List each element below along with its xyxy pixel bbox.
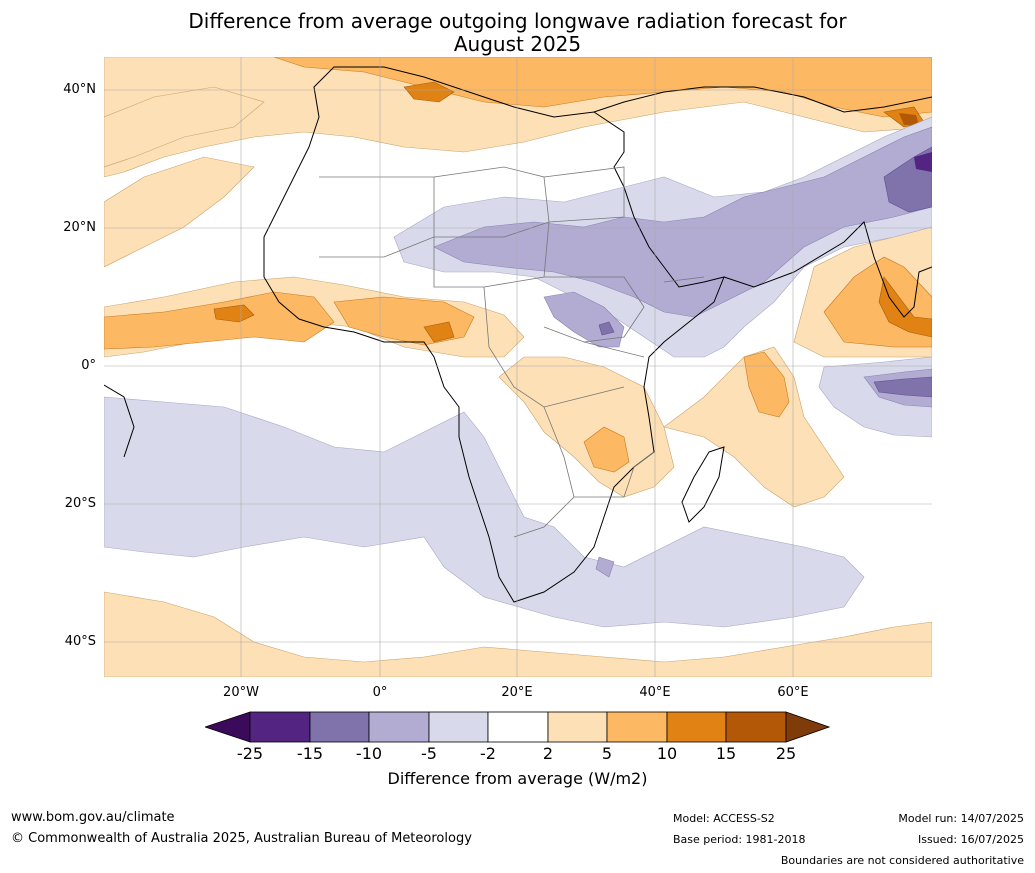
footer-model: Model: ACCESS-S2 bbox=[673, 812, 775, 825]
colorbar-tick: -15 bbox=[296, 744, 324, 763]
footer-copyright: © Commonwealth of Australia 2025, Austra… bbox=[11, 831, 472, 846]
colorbar-bin-n25-n15 bbox=[249, 711, 311, 743]
colorbar-extend-low bbox=[205, 711, 251, 743]
lat-label-40n: 40°N bbox=[63, 82, 96, 97]
colorbar-tick: 15 bbox=[715, 744, 737, 763]
colorbar-tick: -10 bbox=[355, 744, 383, 763]
colorbar bbox=[205, 711, 830, 743]
colorbar-bin-n5-n2 bbox=[428, 711, 489, 743]
anomaly-fill-15-25 bbox=[899, 113, 919, 125]
colorbar-bin-p2-p5 bbox=[547, 711, 608, 743]
anomaly-fill-5-10 bbox=[104, 57, 932, 473]
gridlines bbox=[104, 57, 932, 677]
lon-label-60e: 60°E bbox=[777, 685, 809, 700]
lon-label-40e: 40°E bbox=[639, 685, 671, 700]
title-line-2: August 2025 bbox=[453, 32, 582, 56]
footer-model-run: Model run: 14/07/2025 bbox=[898, 812, 1024, 825]
colorbar-tick: 25 bbox=[775, 744, 797, 763]
footer-base-period: Base period: 1981-2018 bbox=[673, 833, 806, 846]
olr-anomaly-map bbox=[104, 57, 932, 677]
lon-label-20e: 20°E bbox=[501, 685, 533, 700]
footer-issued: Issued: 16/07/2025 bbox=[917, 833, 1024, 846]
footer-disclaimer: Boundaries are not considered authoritat… bbox=[780, 854, 1024, 867]
colorbar-bin-n10-n5 bbox=[368, 711, 430, 743]
lat-label-40s: 40°S bbox=[64, 634, 96, 649]
colorbar-bin-p15-p25 bbox=[725, 711, 787, 743]
country-boundaries bbox=[319, 166, 705, 538]
lat-label-0: 0° bbox=[81, 358, 96, 373]
colorbar-tick: 2 bbox=[542, 744, 554, 763]
colorbar-bin-n2-p2 bbox=[487, 711, 549, 743]
colorbar-extend-high bbox=[785, 711, 830, 743]
colorbar-label: Difference from average (W/m2) bbox=[387, 769, 648, 788]
anomaly-fill-neg15-neg25 bbox=[914, 152, 932, 172]
colorbar-tick: -25 bbox=[236, 744, 264, 763]
colorbar-tick: -2 bbox=[480, 744, 496, 763]
colorbar-bin-n15-n10 bbox=[309, 711, 370, 743]
lon-label-0: 0° bbox=[372, 685, 388, 700]
chart-title: Difference from average outgoing longwav… bbox=[0, 10, 1035, 56]
map-panel bbox=[104, 57, 932, 677]
colorbar-tick: 5 bbox=[601, 744, 613, 763]
colorbar-tick: -5 bbox=[421, 744, 437, 763]
colorbar-bin-p10-p15 bbox=[666, 711, 727, 743]
colorbar-bin-p5-p10 bbox=[606, 711, 668, 743]
lat-label-20s: 20°S bbox=[64, 496, 96, 511]
lon-label-20w: 20°W bbox=[223, 685, 259, 700]
coastlines bbox=[104, 66, 932, 603]
title-line-1: Difference from average outgoing longwav… bbox=[188, 9, 847, 33]
colorbar-tick: 10 bbox=[656, 744, 678, 763]
footer-url[interactable]: www.bom.gov.au/climate bbox=[11, 810, 175, 825]
lat-label-20n: 20°N bbox=[63, 220, 96, 235]
